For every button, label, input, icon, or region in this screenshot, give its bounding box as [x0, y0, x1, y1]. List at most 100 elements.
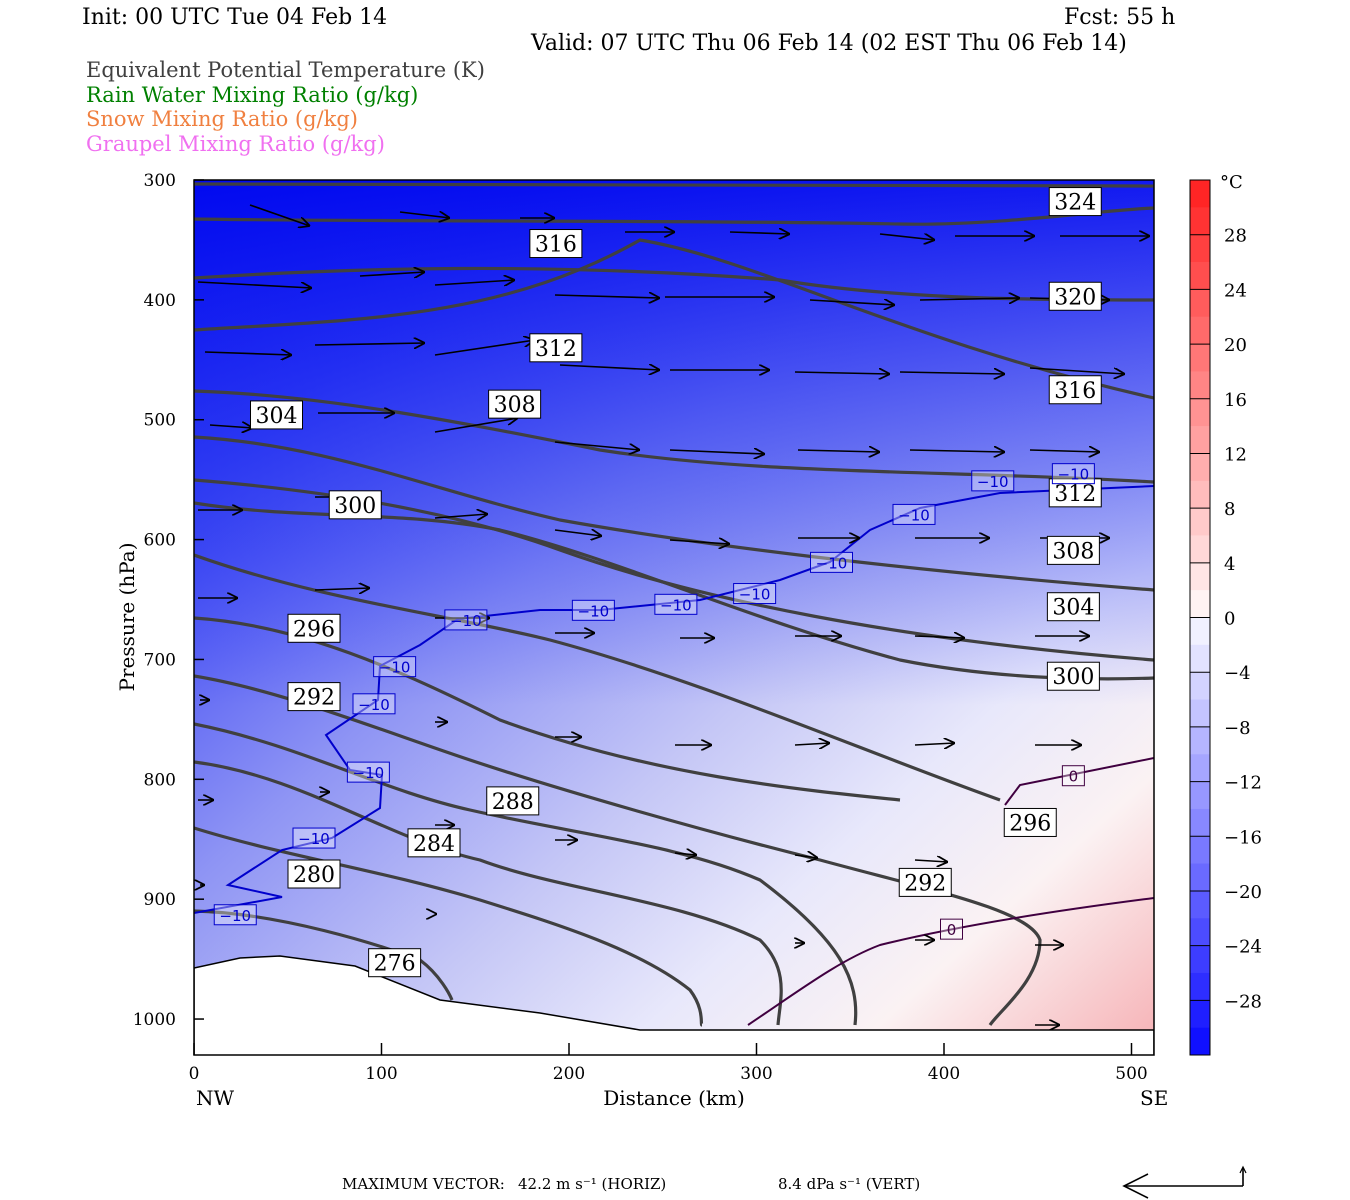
colorbar-swatch	[1190, 316, 1210, 345]
wind-vector	[314, 588, 370, 590]
x-tick-label: 0	[189, 1064, 200, 1084]
theta-e-label: 304	[250, 400, 303, 430]
theta-e-line	[194, 826, 704, 1027]
svg-text:276: 276	[374, 952, 416, 977]
theta-e-label: 292	[898, 867, 952, 897]
svg-text:312: 312	[1054, 482, 1096, 507]
temperature-label: −10	[444, 609, 488, 631]
colorbar-swatch	[1190, 371, 1210, 400]
temperature-label: −10	[892, 503, 936, 525]
theta-e-label: 280	[287, 859, 341, 889]
colorbar-swatch	[1190, 836, 1210, 865]
colorbar-tick-label: 4	[1224, 554, 1235, 575]
max-vector-vert: 8.4 dPa s⁻¹ (VERT)	[778, 1175, 921, 1193]
wind-vector	[674, 853, 697, 855]
endpoint-right: SE	[1140, 1086, 1168, 1110]
wind-vector	[434, 514, 488, 518]
temperature-label: −10	[292, 827, 336, 849]
terrain	[194, 955, 1154, 1055]
y-tick-label: 600	[144, 531, 176, 551]
svg-text:−10: −10	[1058, 466, 1090, 484]
colorbar-swatch	[1190, 344, 1210, 372]
theta-e-label: 284	[407, 828, 461, 858]
temperature-contours	[194, 485, 1154, 1026]
theta-e-line	[194, 266, 1154, 302]
wind-vector	[794, 372, 890, 374]
temperature-contour-line	[1004, 757, 1154, 806]
wind-vector	[559, 365, 660, 370]
colorbar-swatch	[1190, 672, 1210, 701]
svg-text:−10: −10	[739, 586, 771, 604]
wind-vector	[914, 743, 955, 745]
colorbar-swatch	[1190, 426, 1210, 454]
colorbar-swatch	[1190, 945, 1210, 974]
colorbar-swatch	[1190, 480, 1210, 509]
theta-e-line	[194, 389, 1154, 484]
svg-text:296: 296	[293, 617, 335, 642]
wind-vector	[1029, 450, 1100, 452]
svg-text:−10: −10	[450, 612, 482, 630]
wind-vector	[909, 450, 1005, 452]
wind-vector	[914, 636, 965, 638]
svg-text:0: 0	[947, 921, 957, 939]
colorbar-swatch	[1190, 207, 1210, 236]
wind-vector	[914, 860, 948, 862]
colorbar-swatch	[1190, 453, 1210, 482]
temperature-label: −10	[352, 693, 396, 715]
plot-frame	[193, 179, 1155, 1056]
theta-e-label: 312	[529, 333, 583, 363]
svg-text:292: 292	[904, 871, 946, 896]
svg-text:308: 308	[1052, 539, 1094, 564]
temperature-label: 0	[1061, 765, 1085, 787]
colorbar-swatch	[1190, 234, 1210, 263]
temperature-contour-line	[747, 897, 1154, 1026]
theta-e-line	[194, 435, 1154, 592]
svg-text:−10: −10	[353, 764, 385, 782]
wind-vector	[1029, 367, 1125, 374]
endpoint-left: NW	[196, 1086, 235, 1110]
valid-time: Valid: 07 UTC Thu 06 Feb 14 (02 EST Thu …	[531, 31, 1127, 56]
colorbar-swatch	[1190, 262, 1210, 290]
colorbar-tick-label: 12	[1224, 444, 1247, 465]
colorbar-swatch	[1190, 754, 1210, 783]
y-tick-label: 500	[144, 411, 176, 431]
svg-text:0: 0	[1069, 768, 1079, 786]
theta-e-label: 296	[287, 613, 341, 643]
colorbar-tick-label: −8	[1224, 718, 1251, 739]
colorbar-tick-label: 16	[1224, 390, 1247, 411]
colorbar-tick-label: 0	[1224, 609, 1235, 630]
wind-vector	[434, 340, 535, 356]
y-tick-label: 400	[144, 291, 176, 311]
x-tick-label: 100	[365, 1064, 397, 1084]
svg-text:−10: −10	[379, 659, 411, 677]
colorbar-swatch	[1190, 890, 1210, 919]
wind-vector	[879, 233, 935, 240]
temperature-label: 0	[940, 918, 963, 940]
svg-text:−10: −10	[578, 602, 610, 620]
temperature-label: −10	[373, 656, 417, 678]
max-vector-horiz: 42.2 m s⁻¹ (HORIZ)	[518, 1175, 667, 1193]
wind-vector	[794, 743, 830, 745]
wind-vector	[314, 343, 425, 345]
max-vector-label: MAXIMUM VECTOR:	[342, 1175, 505, 1193]
theta-e-line	[194, 760, 783, 1026]
x-tick-label: 400	[928, 1064, 960, 1084]
theta-e-label: 296	[1003, 807, 1057, 837]
wind-vector	[797, 450, 880, 452]
theta-e-label: 292	[287, 682, 341, 712]
temperature-contour-line	[194, 485, 1154, 914]
svg-text:284: 284	[413, 832, 455, 857]
colorbar-swatch	[1190, 972, 1210, 1001]
svg-text:−10: −10	[660, 596, 692, 614]
colorbar-swatch	[1190, 699, 1210, 728]
temperature-label: −10	[571, 599, 615, 621]
theta-e-label: 324	[1048, 187, 1102, 217]
theta-e-line	[194, 674, 1042, 1026]
colorbar-swatch	[1190, 726, 1210, 755]
svg-text:316: 316	[1054, 379, 1096, 404]
colorbar-tick-label: −12	[1224, 773, 1262, 794]
y-tick-label: 700	[144, 650, 176, 670]
wind-vector	[434, 280, 515, 285]
colorbar-tick-label: −28	[1224, 991, 1262, 1012]
temperature-label: −10	[346, 761, 390, 783]
